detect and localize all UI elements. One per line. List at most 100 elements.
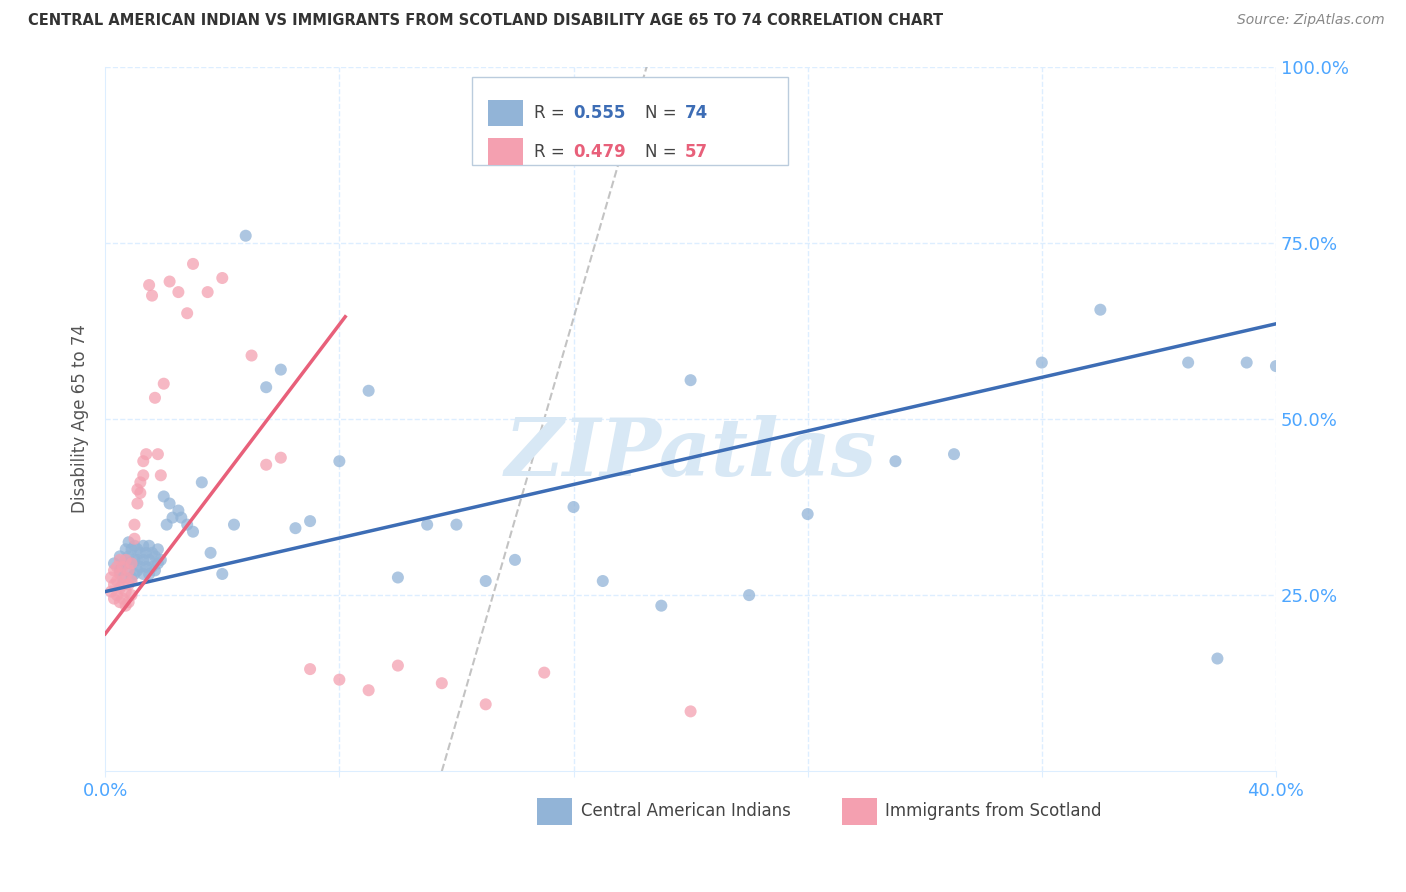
Point <box>211 566 233 581</box>
Point <box>127 483 149 497</box>
Point <box>167 503 190 517</box>
Point <box>117 564 139 578</box>
Point <box>416 517 439 532</box>
Point <box>533 665 555 680</box>
Point <box>200 546 222 560</box>
Point <box>430 676 453 690</box>
Point <box>679 705 702 719</box>
Point <box>105 560 128 574</box>
Point <box>103 577 125 591</box>
Point <box>156 517 179 532</box>
Point <box>1177 355 1199 369</box>
Point <box>254 458 277 472</box>
Point <box>100 584 122 599</box>
Point <box>143 549 166 564</box>
Point <box>129 475 152 490</box>
Point <box>181 257 204 271</box>
Point <box>170 510 193 524</box>
Point <box>222 517 245 532</box>
Point <box>240 349 263 363</box>
Point <box>132 566 155 581</box>
Point <box>124 539 146 553</box>
Y-axis label: Disability Age 65 to 74: Disability Age 65 to 74 <box>72 325 89 514</box>
Text: CENTRAL AMERICAN INDIAN VS IMMIGRANTS FROM SCOTLAND DISABILITY AGE 65 TO 74 CORR: CENTRAL AMERICAN INDIAN VS IMMIGRANTS FR… <box>28 13 943 29</box>
FancyBboxPatch shape <box>488 138 523 165</box>
Point <box>103 557 125 571</box>
FancyBboxPatch shape <box>488 100 523 127</box>
Point <box>117 595 139 609</box>
Point <box>181 524 204 539</box>
Point <box>124 517 146 532</box>
Point <box>114 542 136 557</box>
Point <box>146 542 169 557</box>
Point <box>474 574 496 588</box>
Point <box>299 662 322 676</box>
Point <box>100 570 122 584</box>
Point <box>111 560 134 574</box>
Point <box>129 560 152 574</box>
Point <box>124 566 146 581</box>
Point <box>152 490 174 504</box>
Point <box>143 564 166 578</box>
Point <box>129 486 152 500</box>
Point <box>1236 355 1258 369</box>
Point <box>211 271 233 285</box>
Text: 57: 57 <box>685 143 707 161</box>
Point <box>135 560 157 574</box>
Point <box>129 546 152 560</box>
Point <box>162 510 184 524</box>
Point <box>159 275 181 289</box>
Point <box>446 517 468 532</box>
Point <box>138 278 160 293</box>
Point <box>108 581 131 595</box>
Point <box>738 588 761 602</box>
Point <box>176 306 198 320</box>
Point <box>108 549 131 564</box>
Text: Central American Indians: Central American Indians <box>581 803 790 821</box>
Point <box>191 475 214 490</box>
Text: R =: R = <box>534 143 569 161</box>
Point <box>121 574 143 588</box>
Point <box>108 595 131 609</box>
Point <box>176 517 198 532</box>
Point <box>124 553 146 567</box>
Point <box>132 553 155 567</box>
Point <box>328 673 350 687</box>
Point <box>152 376 174 391</box>
Point <box>108 566 131 581</box>
Point <box>117 564 139 578</box>
Point <box>111 591 134 606</box>
Point <box>114 599 136 613</box>
Text: ZIPatlas: ZIPatlas <box>505 416 877 493</box>
Text: 74: 74 <box>685 104 709 122</box>
FancyBboxPatch shape <box>537 798 572 825</box>
Point <box>121 588 143 602</box>
Point <box>146 557 169 571</box>
Point <box>149 553 172 567</box>
Point <box>270 450 292 465</box>
Point <box>127 564 149 578</box>
Point <box>159 496 181 510</box>
Point <box>650 599 672 613</box>
Point <box>943 447 966 461</box>
Point <box>132 539 155 553</box>
Point <box>562 500 585 514</box>
Point <box>143 391 166 405</box>
Point <box>270 362 292 376</box>
Point <box>103 591 125 606</box>
Point <box>167 285 190 299</box>
Point <box>1206 651 1229 665</box>
Point <box>114 553 136 567</box>
Point <box>679 373 702 387</box>
FancyBboxPatch shape <box>842 798 877 825</box>
Point <box>299 514 322 528</box>
Point <box>503 553 526 567</box>
Text: 0.479: 0.479 <box>574 143 626 161</box>
Point <box>127 542 149 557</box>
Point <box>149 468 172 483</box>
Point <box>114 584 136 599</box>
Point <box>105 588 128 602</box>
Point <box>124 532 146 546</box>
Point <box>135 447 157 461</box>
Text: N =: N = <box>645 104 682 122</box>
